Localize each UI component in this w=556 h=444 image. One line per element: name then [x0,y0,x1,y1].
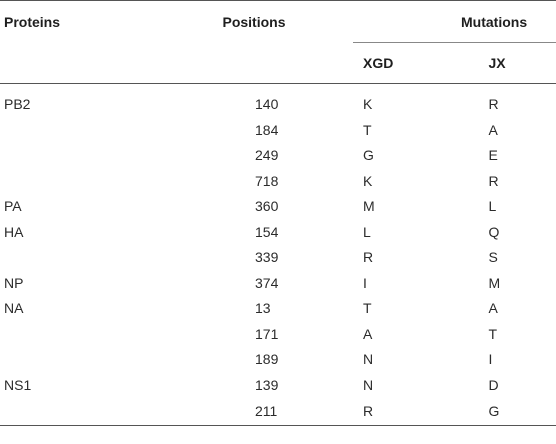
protein-cell [0,117,155,143]
header-xgd: XGD [353,42,455,84]
position-cell: 154 [255,223,279,240]
header-empty-1 [0,42,155,84]
position-cell: 139 [255,376,279,393]
table-row: 171 A T [0,321,556,347]
header-mutations: Mutations [353,0,556,43]
protein-cell [0,321,155,347]
position-cell: 718 [255,172,279,189]
xgd-cell: K [363,172,373,189]
header-positions: Positions [155,0,353,43]
header-row-sub: XGD JX [0,42,556,84]
xgd-cell: R [353,397,455,426]
table-row: NS1 139 N D [0,372,556,398]
table-row: 339 R S [0,245,556,271]
jx-cell: R [488,95,499,112]
jx-cell: Q [488,223,500,240]
table-row: NA 13 T A [0,296,556,322]
protein-cell: PB2 [4,95,31,112]
protein-cell [0,347,155,373]
jx-cell: E [488,147,498,164]
xgd-cell: K [363,95,373,112]
table-row: PA 360 M L [0,194,556,220]
xgd-cell: L [363,223,371,240]
mutations-table: Proteins Positions Mutations XGD JX PB2 1… [0,0,556,426]
jx-cell: T [488,325,498,342]
position-cell: 374 [255,274,279,291]
protein-cell: NS1 [4,376,32,393]
position-cell: 189 [255,351,279,368]
protein-cell [0,245,155,271]
xgd-cell: G [363,147,374,164]
protein-cell [0,397,155,426]
protein-cell [0,168,155,194]
jx-cell: I [488,351,493,368]
protein-cell: HA [4,223,24,240]
table-row: PB2 140 K R [0,84,556,118]
xgd-cell: T [363,300,372,317]
protein-cell: NA [4,300,24,317]
position-cell: 249 [255,147,279,164]
position-cell: 171 [255,325,279,342]
jx-cell: D [488,376,499,393]
jx-cell: G [454,397,556,426]
position-cell: 211 [155,397,353,426]
table-row: 189 N I [0,347,556,373]
table-row: 184 T A [0,117,556,143]
table-row: 249 G E [0,143,556,169]
header-empty-2 [155,42,353,84]
xgd-cell: I [363,274,367,291]
jx-cell: S [488,249,498,266]
xgd-cell: A [363,325,373,342]
position-cell: 339 [255,249,279,266]
table-body: PB2 140 K R 184 T A 249 G E 718 K R PA 360 M L HA 154 L Q 339… [0,84,556,426]
table-row: NP 374 I M [0,270,556,296]
position-cell: 13 [255,300,271,317]
header-jx: JX [454,42,556,84]
jx-cell: L [488,198,497,215]
xgd-cell: M [363,198,375,215]
xgd-cell: N [363,376,374,393]
xgd-cell: T [363,121,372,138]
protein-cell: NP [4,274,24,291]
jx-cell: A [488,300,498,317]
position-cell: 184 [255,121,279,138]
jx-cell: R [488,172,499,189]
table-row: 718 K R [0,168,556,194]
xgd-cell: N [363,351,374,368]
jx-cell: M [488,274,501,291]
table-row: 211 R G [0,397,556,426]
header-row-main: Proteins Positions Mutations [0,0,556,43]
header-proteins: Proteins [0,0,155,43]
table-row: HA 154 L Q [0,219,556,245]
protein-cell: PA [4,198,22,215]
xgd-cell: R [363,249,374,266]
position-cell: 360 [255,198,279,215]
jx-cell: A [488,121,498,138]
position-cell: 140 [255,95,279,112]
protein-cell [0,143,155,169]
